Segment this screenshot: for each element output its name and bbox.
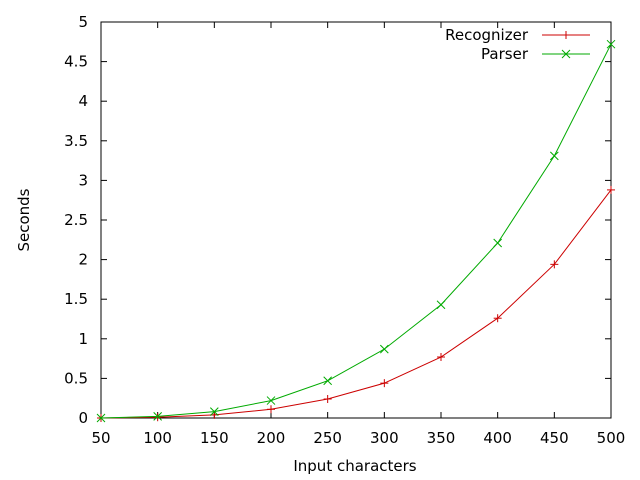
data-point [550, 260, 559, 269]
legend-item-recognizer: Recognizer [445, 26, 590, 44]
data-point [267, 405, 275, 414]
y-tick-label: 5 [78, 13, 88, 31]
y-tick-label: 2.5 [64, 211, 88, 229]
y-tick-label: 2 [78, 251, 88, 269]
data-point [379, 344, 389, 354]
data-point [607, 185, 615, 194]
chart-series [96, 39, 616, 423]
x-tick-label: 100 [143, 429, 172, 447]
y-tick-label: 4 [78, 92, 88, 110]
data-point [153, 413, 162, 422]
plot-frame [100, 21, 612, 419]
x-tick-label: 400 [483, 429, 512, 447]
data-point [153, 412, 163, 421]
x-axis-label: Input characters [293, 457, 416, 475]
legend-item-parser: Parser [481, 45, 590, 63]
series-parser [96, 39, 616, 423]
y-axis-ticks: 0 0.5 1 1.5 2 2.5 3 3.5 4 4.5 5 [64, 13, 611, 427]
series-recognizer [97, 185, 615, 422]
data-point [323, 394, 332, 403]
x-axis-ticks: 50 100 150 200 250 300 350 400 450 500 [91, 22, 625, 447]
x-tick-label: 250 [313, 429, 342, 447]
y-tick-label: 1 [78, 330, 88, 348]
data-point [437, 353, 445, 362]
chart-axes [100, 21, 612, 419]
x-tick-label: 350 [427, 429, 456, 447]
data-point [323, 376, 333, 386]
legend-label: Parser [481, 45, 529, 63]
data-point [436, 300, 446, 310]
data-point [606, 39, 616, 49]
y-tick-label: 1.5 [64, 290, 88, 308]
x-tick-label: 50 [91, 429, 110, 447]
legend-label: Recognizer [445, 26, 529, 44]
y-tick-label: 3.5 [64, 132, 88, 150]
y-axis-label: Seconds [15, 188, 33, 251]
y-tick-label: 3 [78, 171, 88, 189]
y-tick-label: 0.5 [64, 369, 88, 387]
x-tick-label: 300 [370, 429, 399, 447]
data-point [493, 314, 502, 323]
x-tick-label: 500 [597, 429, 626, 447]
x-tick-label: 200 [257, 429, 286, 447]
data-point [96, 413, 106, 423]
x-tick-label: 150 [200, 429, 229, 447]
series-line [100, 43, 612, 419]
y-tick-label: 0 [78, 409, 88, 427]
legend-marker [562, 31, 570, 39]
data-point [493, 238, 503, 248]
data-point [549, 151, 559, 161]
y-tick-label: 4.5 [64, 53, 88, 71]
x-tick-label: 450 [540, 429, 569, 447]
data-point [209, 407, 219, 417]
data-point [266, 396, 276, 405]
legend-marker [561, 49, 571, 59]
data-point [380, 379, 389, 388]
series-line [100, 189, 612, 419]
